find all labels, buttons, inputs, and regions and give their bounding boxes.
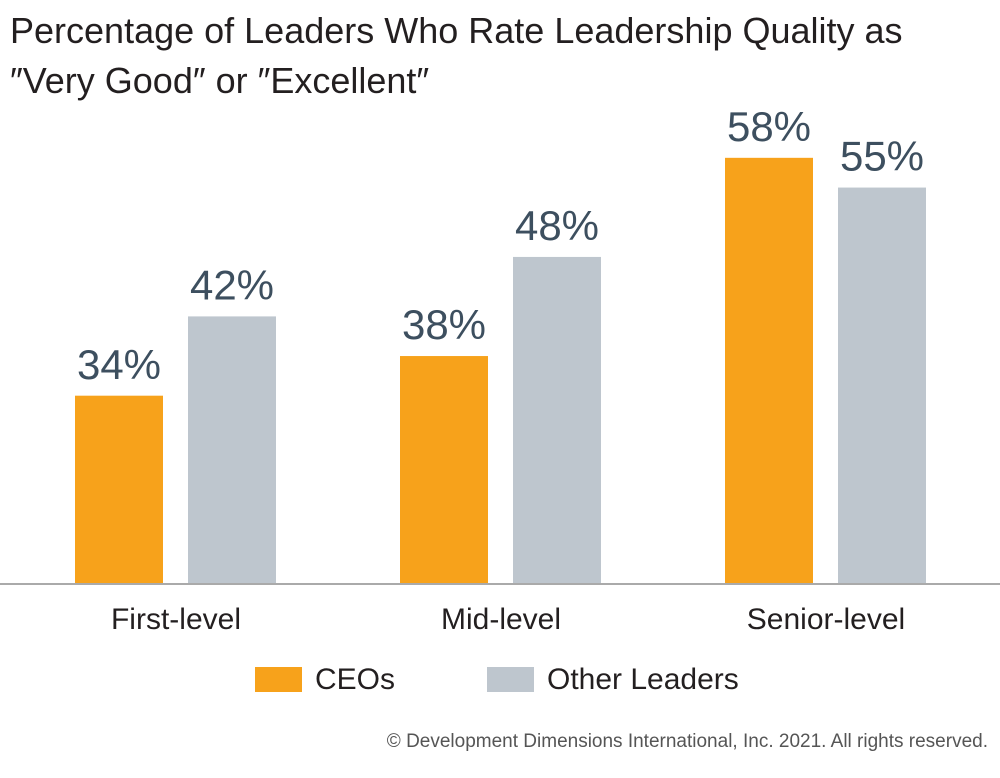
x-tick-label: First-level [111, 603, 241, 636]
legend-label: Other Leaders [547, 663, 739, 696]
data-label: 55% [840, 133, 924, 180]
data-label: 58% [727, 103, 811, 150]
bar [838, 187, 926, 585]
bar [75, 395, 163, 584]
x-tick-label: Mid-level [441, 603, 561, 636]
bar [725, 157, 813, 585]
footer: © Development Dimensions International, … [387, 731, 988, 752]
legend-swatch [255, 667, 302, 692]
legend-label: CEOs [315, 663, 395, 696]
chart-title: Percentage of Leaders Who Rate Leadershi… [10, 10, 903, 101]
legend-swatch [487, 667, 534, 692]
bar [188, 316, 276, 584]
x-tick-label: Senior-level [747, 603, 905, 636]
data-label: 38% [402, 301, 486, 348]
data-label: 34% [77, 341, 161, 388]
data-label: 48% [515, 202, 599, 249]
bar [400, 356, 488, 584]
bar [513, 256, 601, 584]
data-label: 42% [190, 261, 274, 308]
